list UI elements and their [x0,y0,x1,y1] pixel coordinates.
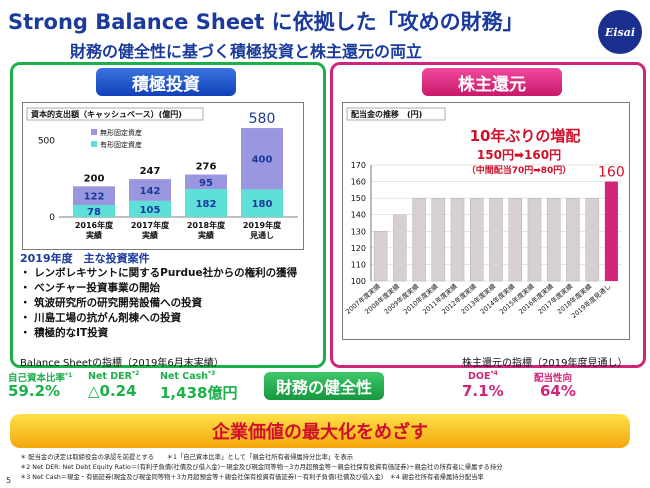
dividend-bar [527,197,542,282]
capex-y-tick: 0 [49,213,55,223]
legend-tangible: 有形固定資産 [100,140,142,149]
doe-value: 7.1% [462,382,504,400]
dividend-y-tick: 140 [351,211,366,220]
capex-chart-title-box [26,107,204,121]
dividend-bar [373,231,388,282]
project-item: ・ レンボレキサントに関するPurdue社からの権利の獲得 [20,267,298,279]
dividend-y-tick: 160 [351,178,366,187]
payout-ratio-value: 64% [540,382,576,400]
capex-segment-label: 78 [87,207,101,218]
capex-segment-label: 142 [140,186,161,197]
capex-bar-segment [241,189,283,217]
footnote: ＊2 Net DER: Net Debt Equity Ratio＝(有利子負債… [20,464,503,471]
interim-dividend-change: （中間配当70円➡80円） [467,164,572,176]
capex-chart: 資本的支出額（キャッシュベース）(億円) 無形固定資産 有形固定資産 0 500 7… [22,102,304,250]
capex-y-tick: 500 [38,136,55,146]
capex-bar-segment [185,174,227,190]
financial-health-badge: 財務の健全性 [264,372,384,400]
net-der-value: △0.24 [88,382,137,400]
net-der-label: Net DER*2 [88,370,140,383]
shareholder-return-panel [330,62,646,368]
project-item: ・ 積極的なIT投資 [20,327,109,339]
dividend-chart: 配当金の推移 (円) 10年ぶりの増配 150円➡160円 （中間配当70円➡8… [342,102,630,340]
dividend-bar [546,197,561,282]
dividend-bar [489,197,503,282]
dividend-highlight-label: 160 [598,165,625,181]
capex-bar-segment [73,205,115,217]
capex-total-label: 200 [84,173,105,184]
capex-segment-label: 105 [140,205,161,216]
capex-total-label: 580 [249,111,276,127]
balance-sheet-caption: Balance Sheetの指標（2019年6月末実績） [20,358,224,369]
project-item: ・ 筑波研究所の研究開発設備への投資 [20,297,203,309]
dividend-change: 150円➡160円 [477,148,561,162]
capex-category-label: 実績 [86,230,102,240]
shareholder-return-tab: 株主還元 [422,68,562,96]
capex-segment-label: 122 [84,192,105,203]
dividend-headline: 10年ぶりの増配 [470,127,581,145]
dividend-bar [566,197,580,282]
dividend-bar [431,197,446,282]
dividend-chart-svg: 配当金の推移 (円) 10年ぶりの増配 150円➡160円 （中間配当70円➡8… [344,107,625,320]
net-cash-value: 1,438億円 [160,384,238,402]
capex-chart-svg: 資本的支出額（キャッシュベース）(億円) 無形固定資産 有形固定資産 0 500 7… [26,107,298,240]
dividend-chart-title: 配当金の推移 (円) [351,109,422,119]
dividend-bar [393,214,407,282]
equity-ratio-label: 自己資本比率*1 [8,371,73,384]
capex-total-label: 276 [196,162,217,173]
dividend-y-tick: 120 [351,244,366,253]
project-item: ・ ベンチャー投資事業の開始 [20,282,161,294]
capex-chart-title: 資本的支出額（キャッシュベース）(億円) [31,109,182,119]
page-title: Strong Balance Sheet に依拠した「攻めの財務」 [8,10,524,34]
dividend-bar [604,181,618,281]
legend-intangible: 無形固定資産 [100,128,142,137]
projects-title: 2019年度 主な投資案件 [20,252,150,265]
corporate-value-banner: 企業価値の最大化をめざす [10,414,630,448]
footnote: ＊3 Net Cash＝現金・有価証券(現金及び現金同等物＋3カ月超預金等＋親会… [20,474,484,481]
capex-bar-segment [185,189,227,217]
legend-intangible-swatch [91,129,97,135]
capex-category-label: 見通し [249,230,274,240]
dividend-y-tick: 100 [351,277,366,286]
capex-segment-label: 95 [199,178,213,189]
company-logo: Eisai [598,10,642,54]
capex-bar-segment [129,200,171,217]
capex-category-label: 実績 [198,230,214,240]
dividend-y-tick: 130 [351,227,366,236]
investment-tab: 積極投資 [96,68,236,96]
dividend-bar [585,197,599,282]
capex-segment-label: 400 [252,155,273,166]
capex-category-label: 実績 [142,230,158,240]
page-subtitle: 財務の健全性に基づく積極投資と株主還元の両立 [70,42,423,61]
dividend-bar [508,197,522,282]
dividend-y-tick: 150 [351,194,366,203]
dividend-y-tick: 170 [351,161,366,170]
capex-category-label: 2017年度 [131,220,170,230]
capex-segment-label: 182 [196,199,217,210]
dividend-bar [470,197,484,282]
capex-bar-segment [73,186,115,206]
dividend-chart-title-box [346,107,446,121]
doe-label: DOE*4 [468,370,498,383]
capex-category-label: 2018年度 [187,220,226,230]
page-number: 5 [6,476,12,485]
capex-bar-segment [241,128,283,190]
shareholder-return-caption: 株主還元の指標（2019年度見通し） [462,358,628,369]
net-cash-label: Net Cash*3 [160,370,216,383]
investment-panel [10,62,326,368]
dividend-bar [450,197,465,282]
project-item: ・ 川島工場の抗がん剤棟への投資 [20,312,182,324]
capex-total-label: 247 [140,166,161,177]
capex-segment-label: 180 [252,199,273,210]
capex-category-label: 2019年度 [243,220,282,230]
capex-bar-segment [129,179,171,201]
capex-category-label: 2016年度 [75,220,114,230]
equity-ratio-value: 59.2% [8,382,61,400]
legend-tangible-swatch [91,141,97,147]
dividend-y-tick: 110 [351,260,366,269]
dividend-bar [412,197,426,282]
footnote: ＊ 配当金の決定は取締役会の承認を前提とする ＊1「自己資本比率」として「親会社… [20,454,354,461]
payout-ratio-label: 配当性向 [534,373,573,384]
